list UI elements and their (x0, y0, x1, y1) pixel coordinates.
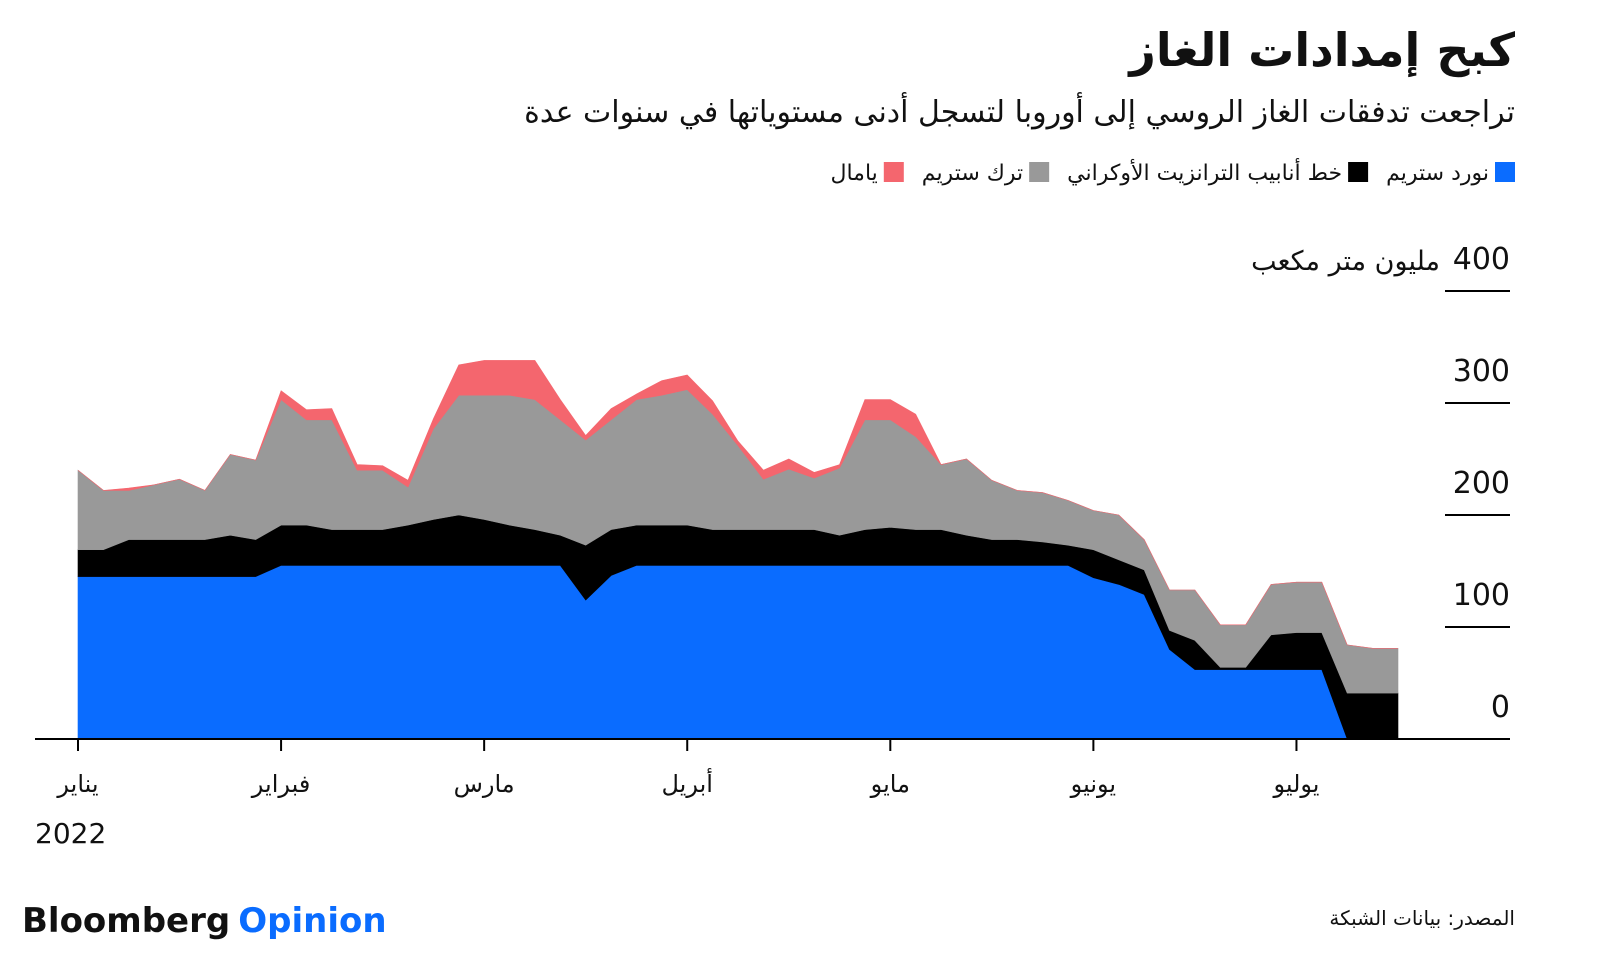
x-tick-label: يوليو (1272, 770, 1319, 798)
legend-label: يامال (830, 161, 877, 186)
legend-label: نورد ستريم (1386, 161, 1489, 186)
brand: Bloomberg Opinion (22, 901, 387, 941)
legend-swatch (883, 162, 904, 182)
year-label: 2022 (35, 817, 106, 850)
chart-title: كبح إمدادات الغاز (1127, 23, 1515, 78)
legend-label: ترك ستريم (922, 161, 1023, 186)
y-tick-label: 0 (1491, 690, 1510, 725)
y-tick-label: 200 (1453, 466, 1510, 501)
x-tick-label: مارس (454, 770, 515, 798)
x-tick-label: فبراير (251, 770, 311, 798)
brand-name: Bloomberg (22, 901, 230, 941)
legend-label: خط أنابيب الترانزيت الأوكراني (1067, 158, 1342, 186)
y-tick-label: 300 (1453, 354, 1510, 389)
source: المصدر: بيانات الشبكة (1329, 906, 1515, 930)
plot-area (77, 360, 1399, 740)
x-tick-label: يناير (56, 770, 98, 798)
y-tick-label: 100 (1453, 578, 1510, 613)
area-3 (77, 360, 1398, 649)
x-tick-label: أبريل (662, 768, 713, 798)
legend-swatch (1029, 162, 1050, 182)
legend: نورد ستريم خط أنابيب الترانزيت الأوكراني ت… (830, 158, 1515, 186)
y-tick-label: 400 (1453, 242, 1510, 277)
chart-subtitle: تراجعت تدفقات الغاز الروسي إلى أوروبا لت… (524, 91, 1515, 130)
x-tick-label: يونيو (1070, 770, 1116, 798)
y-axis-label: مليون متر مكعب (1251, 246, 1440, 277)
brand-section: Opinion (238, 901, 386, 941)
x-tick-label: مايو (870, 770, 910, 798)
legend-swatch (1348, 162, 1369, 182)
legend-swatch (1495, 162, 1515, 182)
